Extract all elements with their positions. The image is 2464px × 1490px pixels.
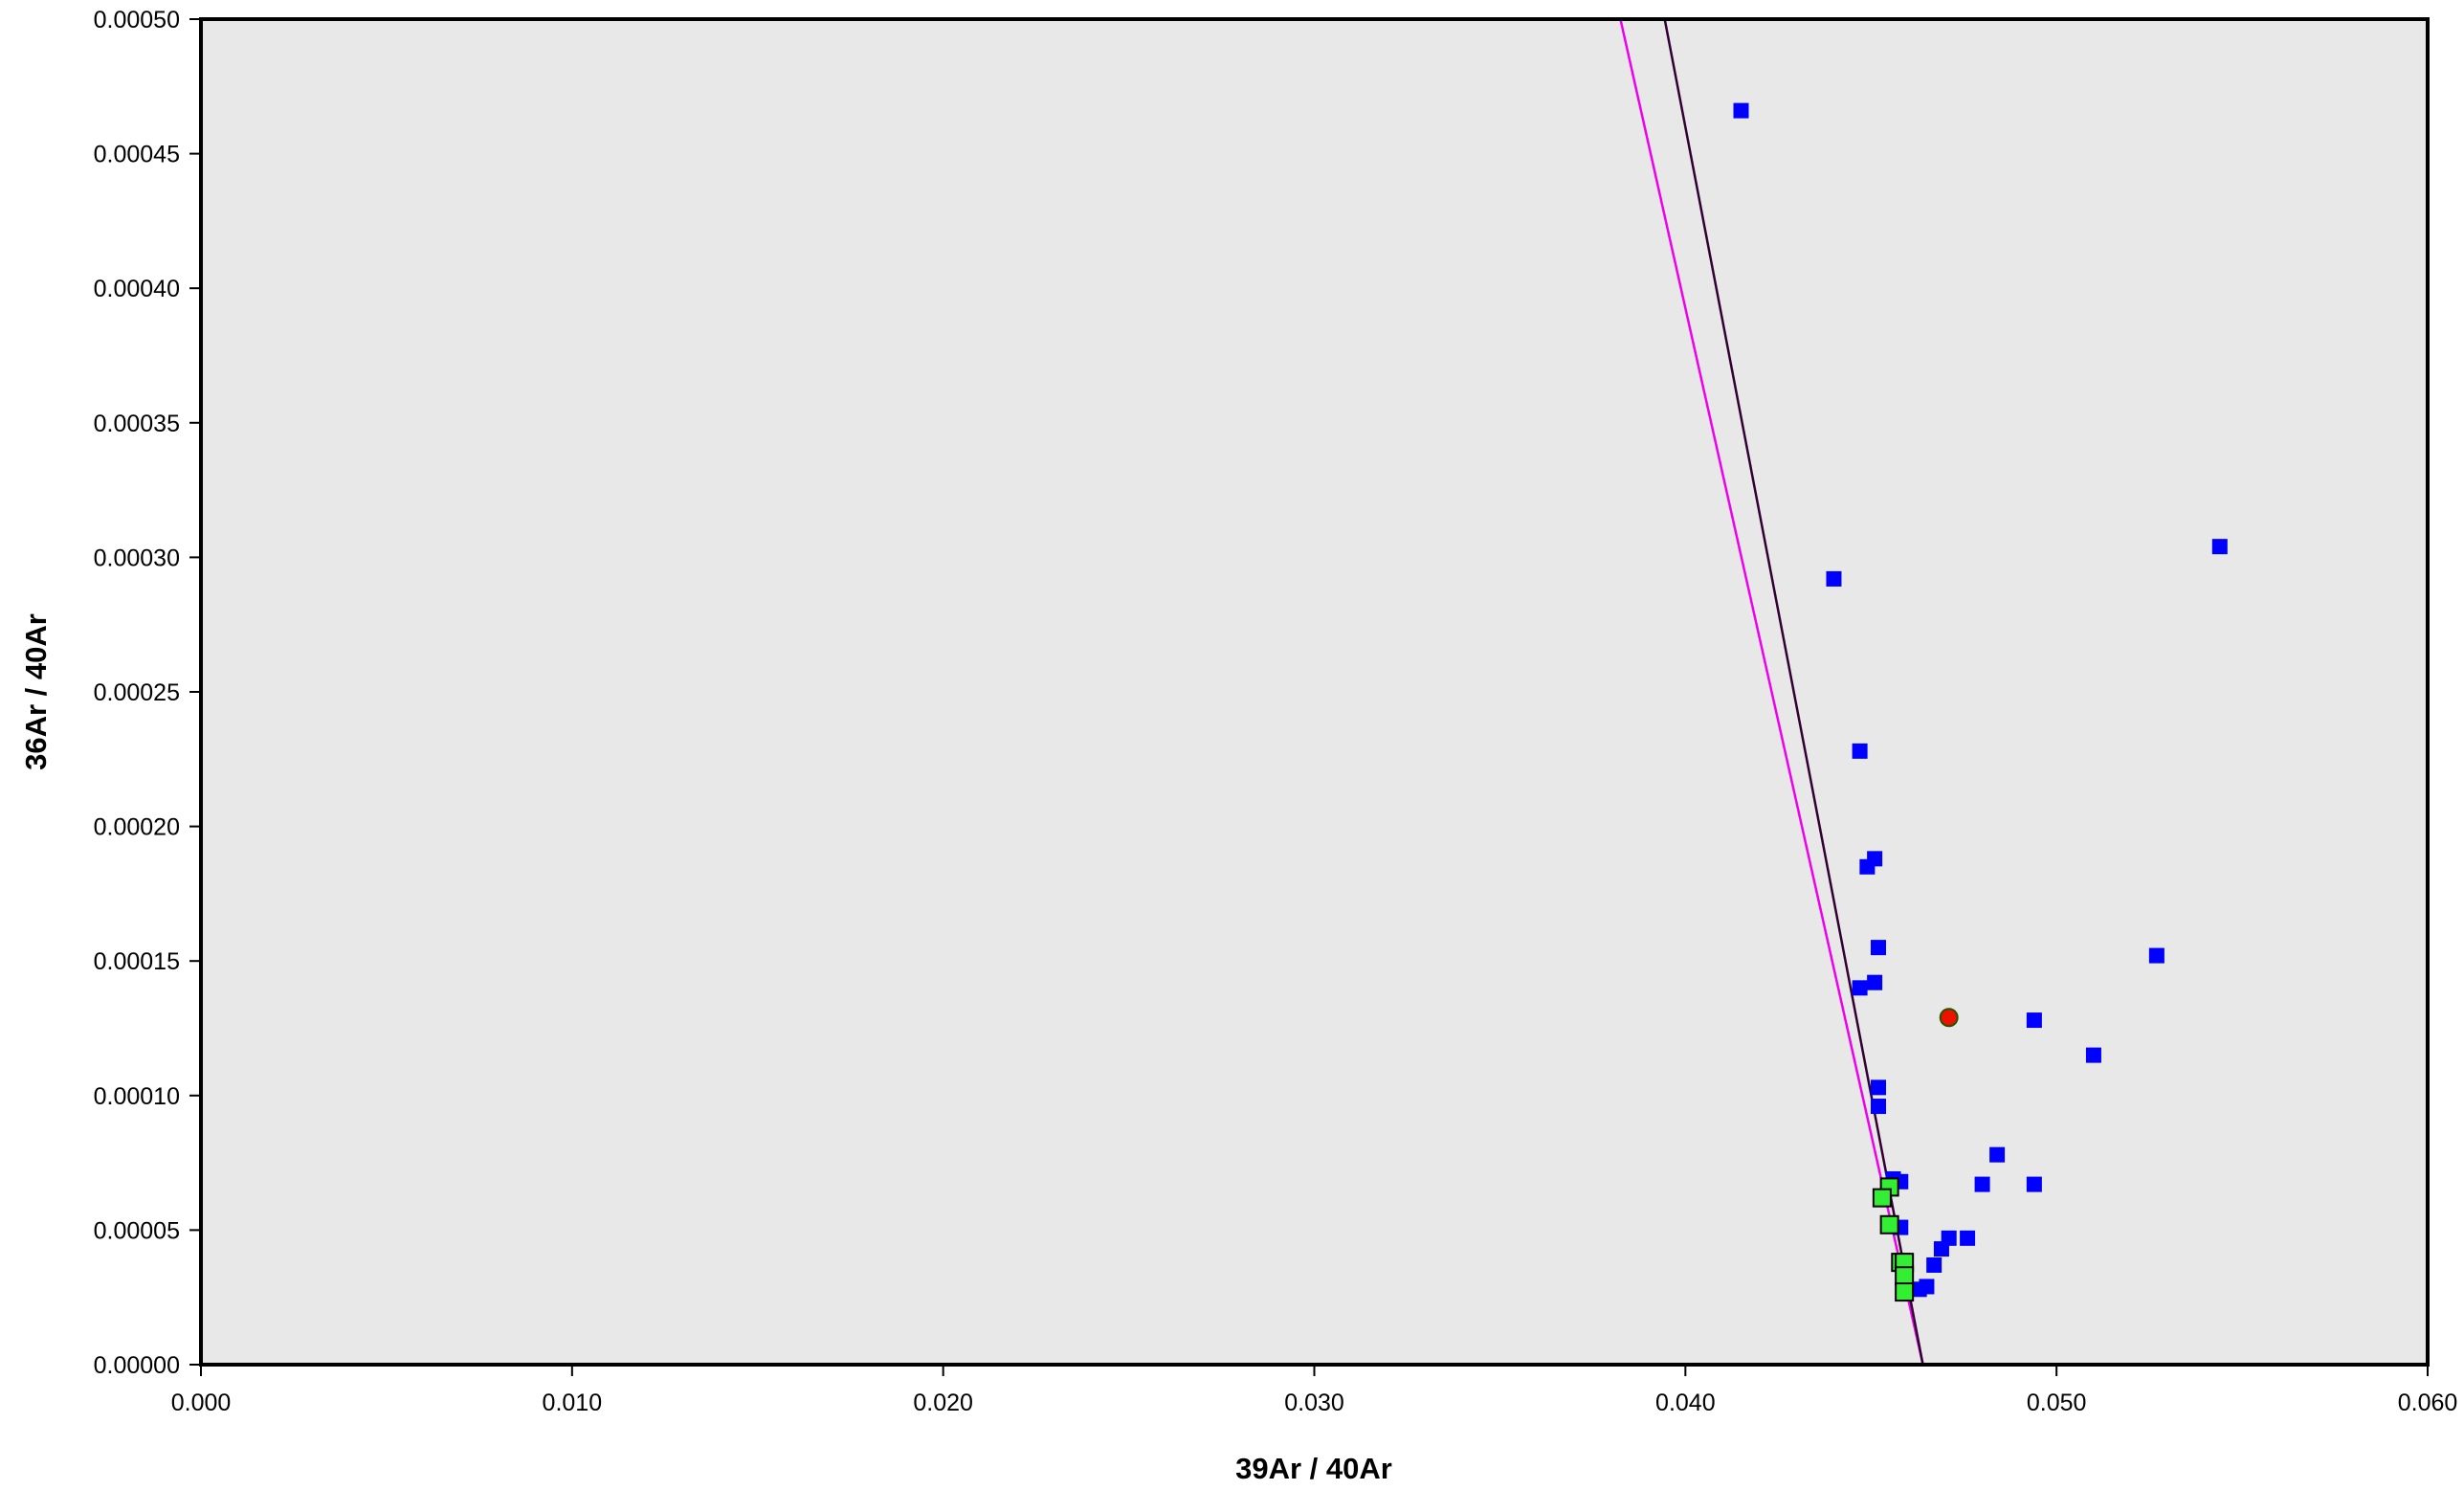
y-tick-label: 0.00000: [94, 1352, 180, 1379]
data-point-green: [1895, 1282, 1915, 1302]
isochron-line-1: [1619, 19, 1924, 1365]
y-tick-label: 0.00045: [94, 142, 180, 168]
x-tick-label: 0.030: [1284, 1390, 1344, 1416]
y-axis-title: 36Ar / 40Ar: [19, 613, 53, 770]
axis-ticks: 0.000 0.010 0.020 0.030 0.040 0.050 0.060 0.000…: [94, 7, 2458, 1416]
y-tick-label: 0.00010: [94, 1083, 180, 1110]
data-point-blue: [1852, 980, 1868, 996]
plot-area: [201, 19, 2428, 1365]
data-point-blue: [1867, 974, 1883, 990]
x-tick-label: 0.040: [1655, 1390, 1716, 1416]
regression-lines: [1619, 19, 1924, 1365]
data-point-blue: [1919, 1279, 1935, 1295]
data-point-blue: [1867, 851, 1883, 867]
data-point-blue: [2026, 1012, 2042, 1029]
data-point-green: [1895, 1266, 1915, 1286]
data-point-blue: [2211, 539, 2228, 555]
data-points: [1733, 102, 2228, 1302]
data-point-blue: [2085, 1047, 2101, 1063]
y-tick-label: 0.00005: [94, 1217, 180, 1244]
data-point-blue: [1974, 1176, 1990, 1192]
isochron-line-2: [1663, 19, 1924, 1365]
x-tick-label: 0.000: [171, 1390, 232, 1416]
y-tick-label: 0.00030: [94, 545, 180, 571]
x-tick-label: 0.010: [543, 1390, 603, 1416]
data-point-green: [1879, 1214, 1899, 1234]
x-tick-label: 0.050: [2027, 1390, 2087, 1416]
data-point-blue: [1941, 1230, 1957, 1246]
data-point-blue: [1871, 1099, 1887, 1115]
x-tick-label: 0.060: [2398, 1390, 2458, 1416]
x-tick-label: 0.020: [913, 1390, 973, 1416]
data-point-blue: [1989, 1146, 2006, 1163]
data-point-blue: [1733, 102, 1749, 119]
data-point-blue: [2148, 947, 2164, 964]
y-tick-label: 0.00050: [94, 7, 180, 33]
data-point-blue: [2026, 1176, 2042, 1192]
data-point-blue: [1926, 1256, 1942, 1273]
data-point-blue: [1871, 940, 1887, 956]
y-tick-label: 0.00035: [94, 411, 180, 437]
y-tick-label: 0.00015: [94, 948, 180, 975]
x-axis-title: 39Ar / 40Ar: [1235, 1452, 1392, 1485]
y-tick-label: 0.00020: [94, 814, 180, 841]
data-point-green: [1872, 1188, 1892, 1208]
data-point-blue: [1826, 570, 1842, 587]
y-tick-label: 0.00040: [94, 276, 180, 302]
y-tick-label: 0.00025: [94, 679, 180, 706]
data-point-circle: [1939, 1008, 1959, 1028]
data-point-blue: [1852, 743, 1868, 759]
data-point-blue: [1960, 1230, 1976, 1246]
data-point-blue: [1871, 1079, 1887, 1096]
